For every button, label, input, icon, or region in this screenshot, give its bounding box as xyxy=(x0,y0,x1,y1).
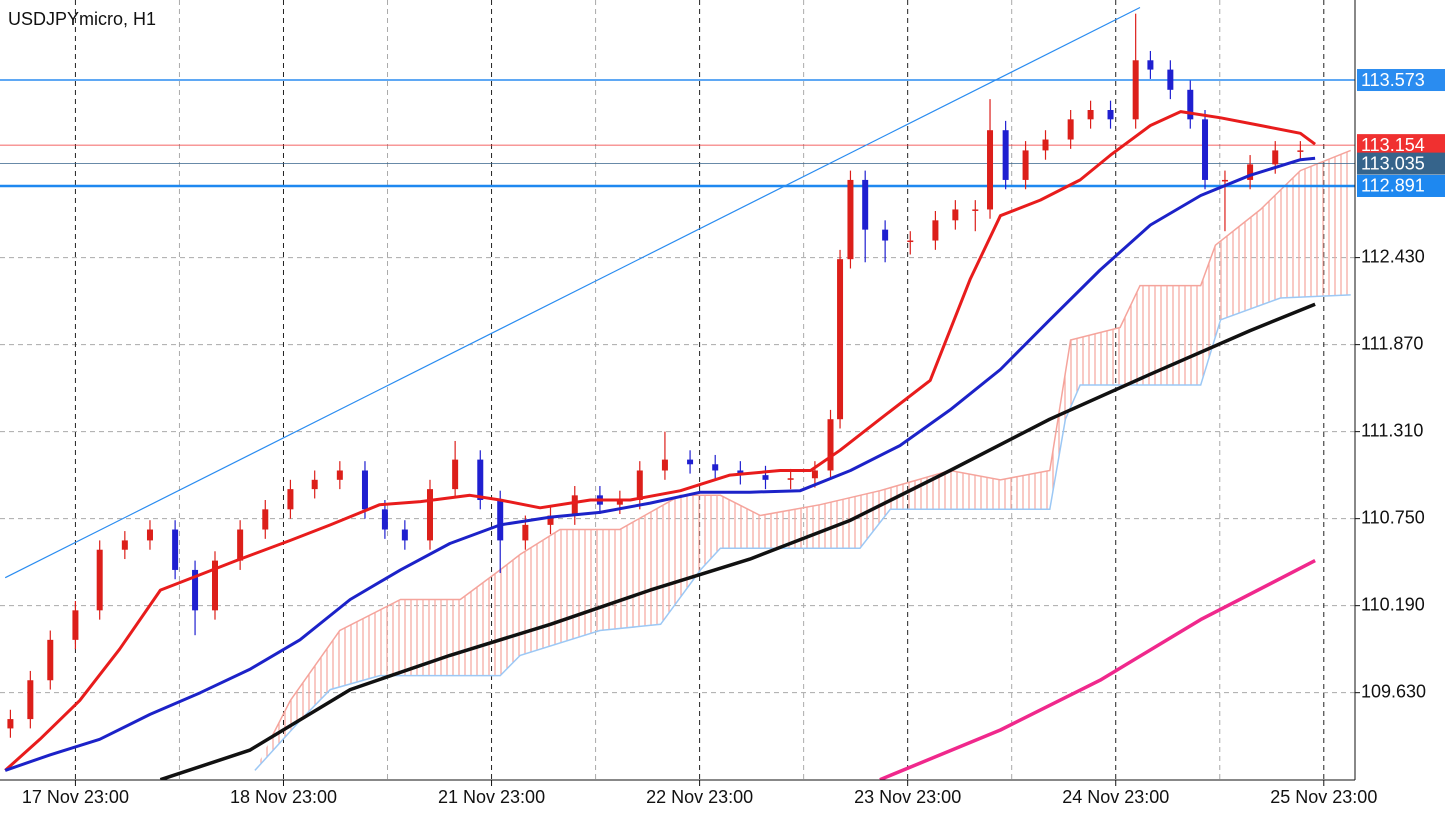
y-tick-label: 110.190 xyxy=(1361,594,1425,614)
candle-body xyxy=(811,470,818,479)
candle-body xyxy=(907,240,914,243)
candle-body xyxy=(287,489,294,510)
candle-body xyxy=(827,419,834,471)
candle-body xyxy=(862,179,869,230)
candle-body xyxy=(361,470,368,510)
candle-body xyxy=(571,495,578,516)
price-label: 112.891 xyxy=(1361,176,1425,196)
indicator-line xyxy=(879,559,1316,780)
candle-body xyxy=(211,560,218,611)
candle-body xyxy=(687,459,694,465)
candle-body xyxy=(47,639,54,681)
x-tick-label: 21 Nov 23:00 xyxy=(438,787,545,807)
chart-title: USDJPYmicro, H1 xyxy=(8,9,156,29)
price-label-box xyxy=(1357,134,1445,157)
price-label-box xyxy=(1357,174,1445,197)
price-label-box xyxy=(1357,69,1445,92)
candle-body xyxy=(932,220,939,241)
candle-body xyxy=(1147,60,1154,70)
candle-body xyxy=(837,259,844,420)
candle-body xyxy=(1067,119,1074,140)
cloud-span-b xyxy=(254,294,1351,771)
candle-body xyxy=(616,500,623,505)
candle-body xyxy=(1247,164,1254,180)
candle-body xyxy=(1042,139,1049,151)
price-label-box xyxy=(1357,152,1445,175)
y-tick-label: 111.310 xyxy=(1361,420,1423,440)
x-tick-label: 24 Nov 23:00 xyxy=(1062,787,1169,807)
candle-body xyxy=(547,515,554,525)
indicator-line xyxy=(159,302,1316,780)
y-tick-label: 110.750 xyxy=(1361,507,1425,527)
candle-body xyxy=(7,719,14,729)
candle-body xyxy=(847,179,854,260)
candle-body xyxy=(401,529,408,541)
candle-body xyxy=(311,479,318,490)
candle-body xyxy=(1221,179,1228,182)
candle-body xyxy=(146,529,153,541)
candle-body xyxy=(636,470,643,501)
candle-body xyxy=(452,459,459,490)
candle-body xyxy=(882,229,889,241)
candle-body xyxy=(477,459,484,501)
price-label: 113.154 xyxy=(1361,135,1425,155)
candle-body xyxy=(336,470,343,480)
candle-body xyxy=(952,209,959,221)
candle-body xyxy=(121,540,128,550)
x-tick-label: 23 Nov 23:00 xyxy=(854,787,961,807)
candle-body xyxy=(237,529,244,561)
plot-area xyxy=(0,0,1355,780)
candle-body xyxy=(1187,89,1194,120)
candle-body xyxy=(787,478,794,480)
y-tick-label: 109.630 xyxy=(1361,681,1426,701)
indicator-line xyxy=(4,6,1141,579)
cloud-fill xyxy=(254,150,1351,771)
candle-body xyxy=(262,509,269,530)
candle-body xyxy=(27,680,34,720)
candle-body xyxy=(661,459,668,471)
candle-body xyxy=(172,529,179,570)
candle-body xyxy=(72,610,79,640)
candle-body xyxy=(987,130,994,210)
x-tick-label: 22 Nov 23:00 xyxy=(646,787,753,807)
candle-body xyxy=(1272,150,1279,165)
candle-body xyxy=(1202,119,1209,180)
price-label: 113.573 xyxy=(1361,70,1425,90)
candle-body xyxy=(1107,110,1114,120)
y-tick-label: 112.430 xyxy=(1361,246,1425,266)
candle-body xyxy=(1297,150,1304,152)
candle-body xyxy=(96,549,103,611)
candle-body xyxy=(1087,110,1094,120)
candle-body xyxy=(1132,60,1139,120)
price-label: 113.035 xyxy=(1361,153,1425,173)
candle-body xyxy=(972,209,979,211)
indicator-line xyxy=(4,156,1316,772)
candle-body xyxy=(1002,130,1009,180)
candle-body xyxy=(426,489,433,541)
candle-body xyxy=(497,500,504,541)
indicator-line xyxy=(4,110,1316,772)
candle-body xyxy=(1167,69,1174,90)
cloud-span-a xyxy=(269,149,1351,740)
x-tick-label: 18 Nov 23:00 xyxy=(230,787,337,807)
candle-body xyxy=(1022,150,1029,180)
candle-body xyxy=(381,509,388,530)
x-tick-label: 25 Nov 23:00 xyxy=(1270,787,1377,807)
candle-body xyxy=(192,569,199,611)
candle-body xyxy=(522,524,529,541)
candle-body xyxy=(762,475,769,480)
candle-body xyxy=(712,464,719,471)
x-tick-label: 17 Nov 23:00 xyxy=(22,787,129,807)
y-tick-label: 111.870 xyxy=(1361,333,1423,353)
